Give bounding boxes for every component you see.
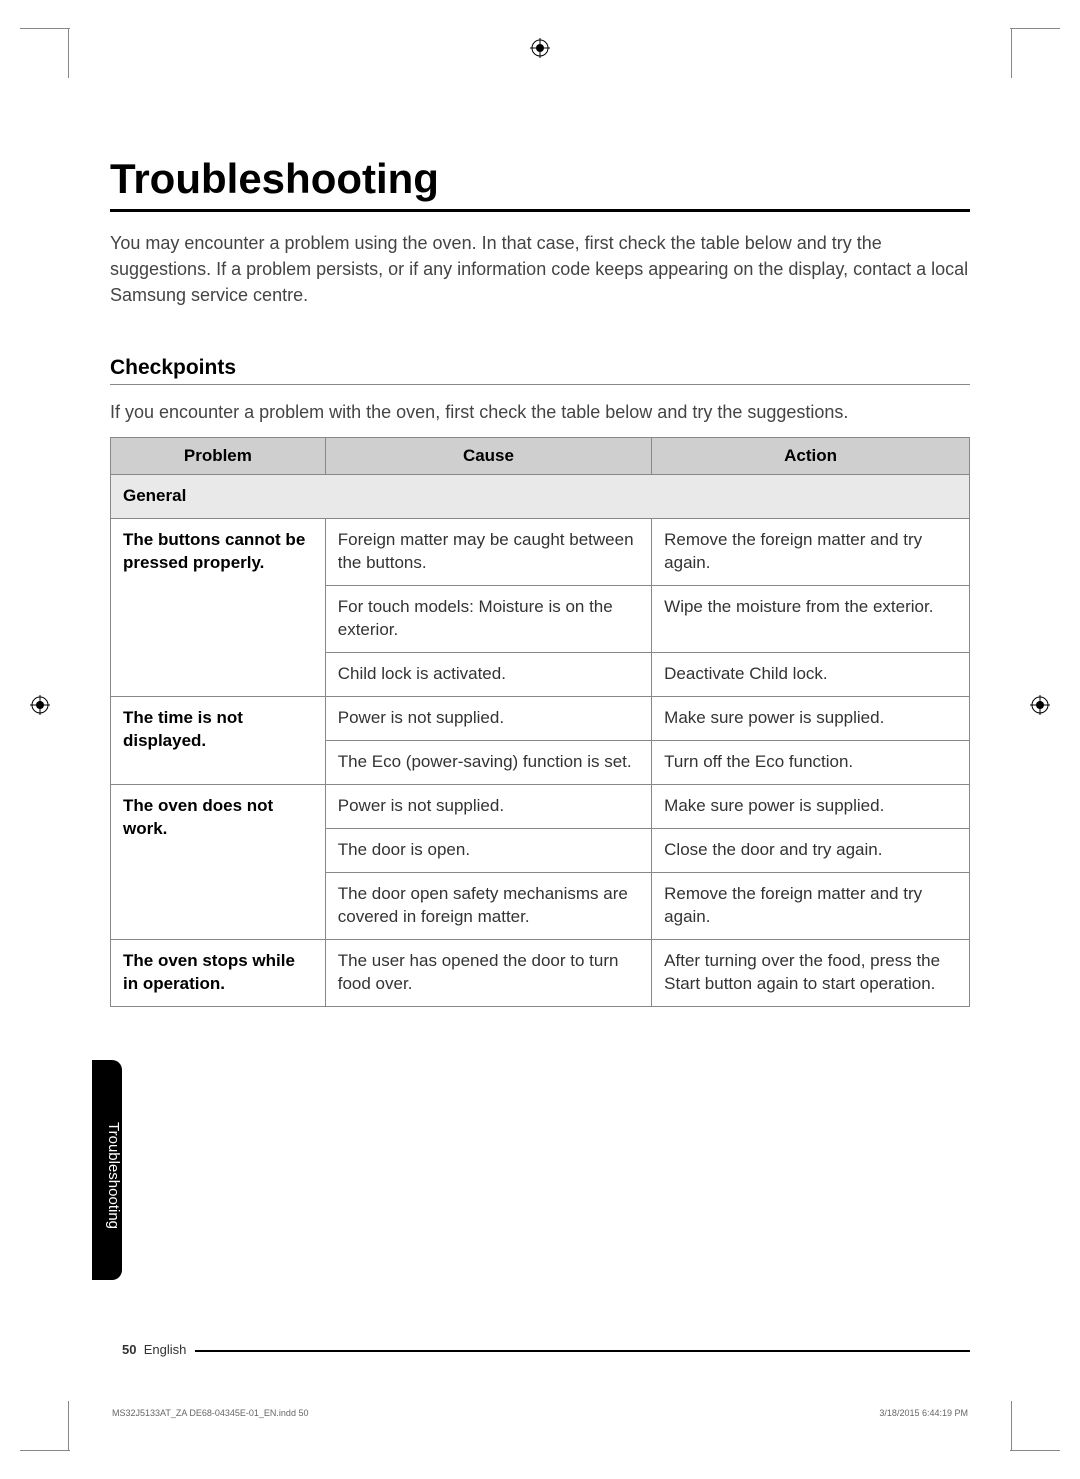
action-cell: Remove the foreign matter and try again.	[652, 519, 970, 586]
problem-cell: The time is not displayed.	[111, 697, 326, 785]
page-title: Troubleshooting	[110, 155, 970, 203]
cause-cell: Child lock is activated.	[325, 653, 651, 697]
footer-timestamp: 3/18/2015 6:44:19 PM	[879, 1408, 968, 1418]
footer-file-info: MS32J5133AT_ZA DE68-04345E-01_EN.indd 50	[112, 1408, 308, 1418]
problem-cell: The oven stops while in operation.	[111, 939, 326, 1006]
section-rule	[110, 384, 970, 385]
cause-cell: The user has opened the door to turn foo…	[325, 939, 651, 1006]
action-cell: Turn off the Eco function.	[652, 740, 970, 784]
problem-cell: The buttons cannot be pressed properly.	[111, 519, 326, 697]
page-number: 50 English	[122, 1342, 186, 1357]
cause-cell: The door open safety mechanisms are cove…	[325, 872, 651, 939]
section-heading: Checkpoints	[110, 356, 970, 380]
col-header-action: Action	[652, 438, 970, 475]
section-intro: If you encounter a problem with the oven…	[110, 399, 970, 425]
action-cell: Close the door and try again.	[652, 828, 970, 872]
page-language: English	[144, 1342, 187, 1357]
registration-mark-icon	[30, 695, 50, 715]
troubleshooting-table: Problem Cause Action GeneralThe buttons …	[110, 437, 970, 1006]
action-cell: Make sure power is supplied.	[652, 697, 970, 741]
cause-cell: Foreign matter may be caught between the…	[325, 519, 651, 586]
registration-mark-icon	[1030, 695, 1050, 715]
cause-cell: For touch models: Moisture is on the ext…	[325, 586, 651, 653]
section-tab: Troubleshooting	[92, 1060, 122, 1280]
crop-mark	[68, 28, 69, 78]
cause-cell: The Eco (power-saving) function is set.	[325, 740, 651, 784]
page-content: Troubleshooting You may encounter a prob…	[110, 155, 970, 1007]
cause-cell: The door is open.	[325, 828, 651, 872]
registration-mark-icon	[530, 38, 550, 58]
action-cell: Wipe the moisture from the exterior.	[652, 586, 970, 653]
title-rule	[110, 209, 970, 212]
col-header-cause: Cause	[325, 438, 651, 475]
action-cell: After turning over the food, press the S…	[652, 939, 970, 1006]
crop-mark	[68, 1401, 69, 1451]
footer-rule	[195, 1350, 970, 1352]
crop-mark	[1010, 1450, 1060, 1451]
problem-cell: The oven does not work.	[111, 784, 326, 939]
action-cell: Make sure power is supplied.	[652, 784, 970, 828]
crop-mark	[1011, 28, 1012, 78]
cause-cell: Power is not supplied.	[325, 784, 651, 828]
action-cell: Remove the foreign matter and try again.	[652, 872, 970, 939]
crop-mark	[20, 1450, 70, 1451]
intro-paragraph: You may encounter a problem using the ov…	[110, 230, 970, 308]
table-section-row: General	[111, 475, 970, 519]
col-header-problem: Problem	[111, 438, 326, 475]
crop-mark	[1011, 1401, 1012, 1451]
cause-cell: Power is not supplied.	[325, 697, 651, 741]
crop-mark	[1010, 28, 1060, 29]
page-number-value: 50	[122, 1342, 136, 1357]
action-cell: Deactivate Child lock.	[652, 653, 970, 697]
crop-mark	[20, 28, 70, 29]
